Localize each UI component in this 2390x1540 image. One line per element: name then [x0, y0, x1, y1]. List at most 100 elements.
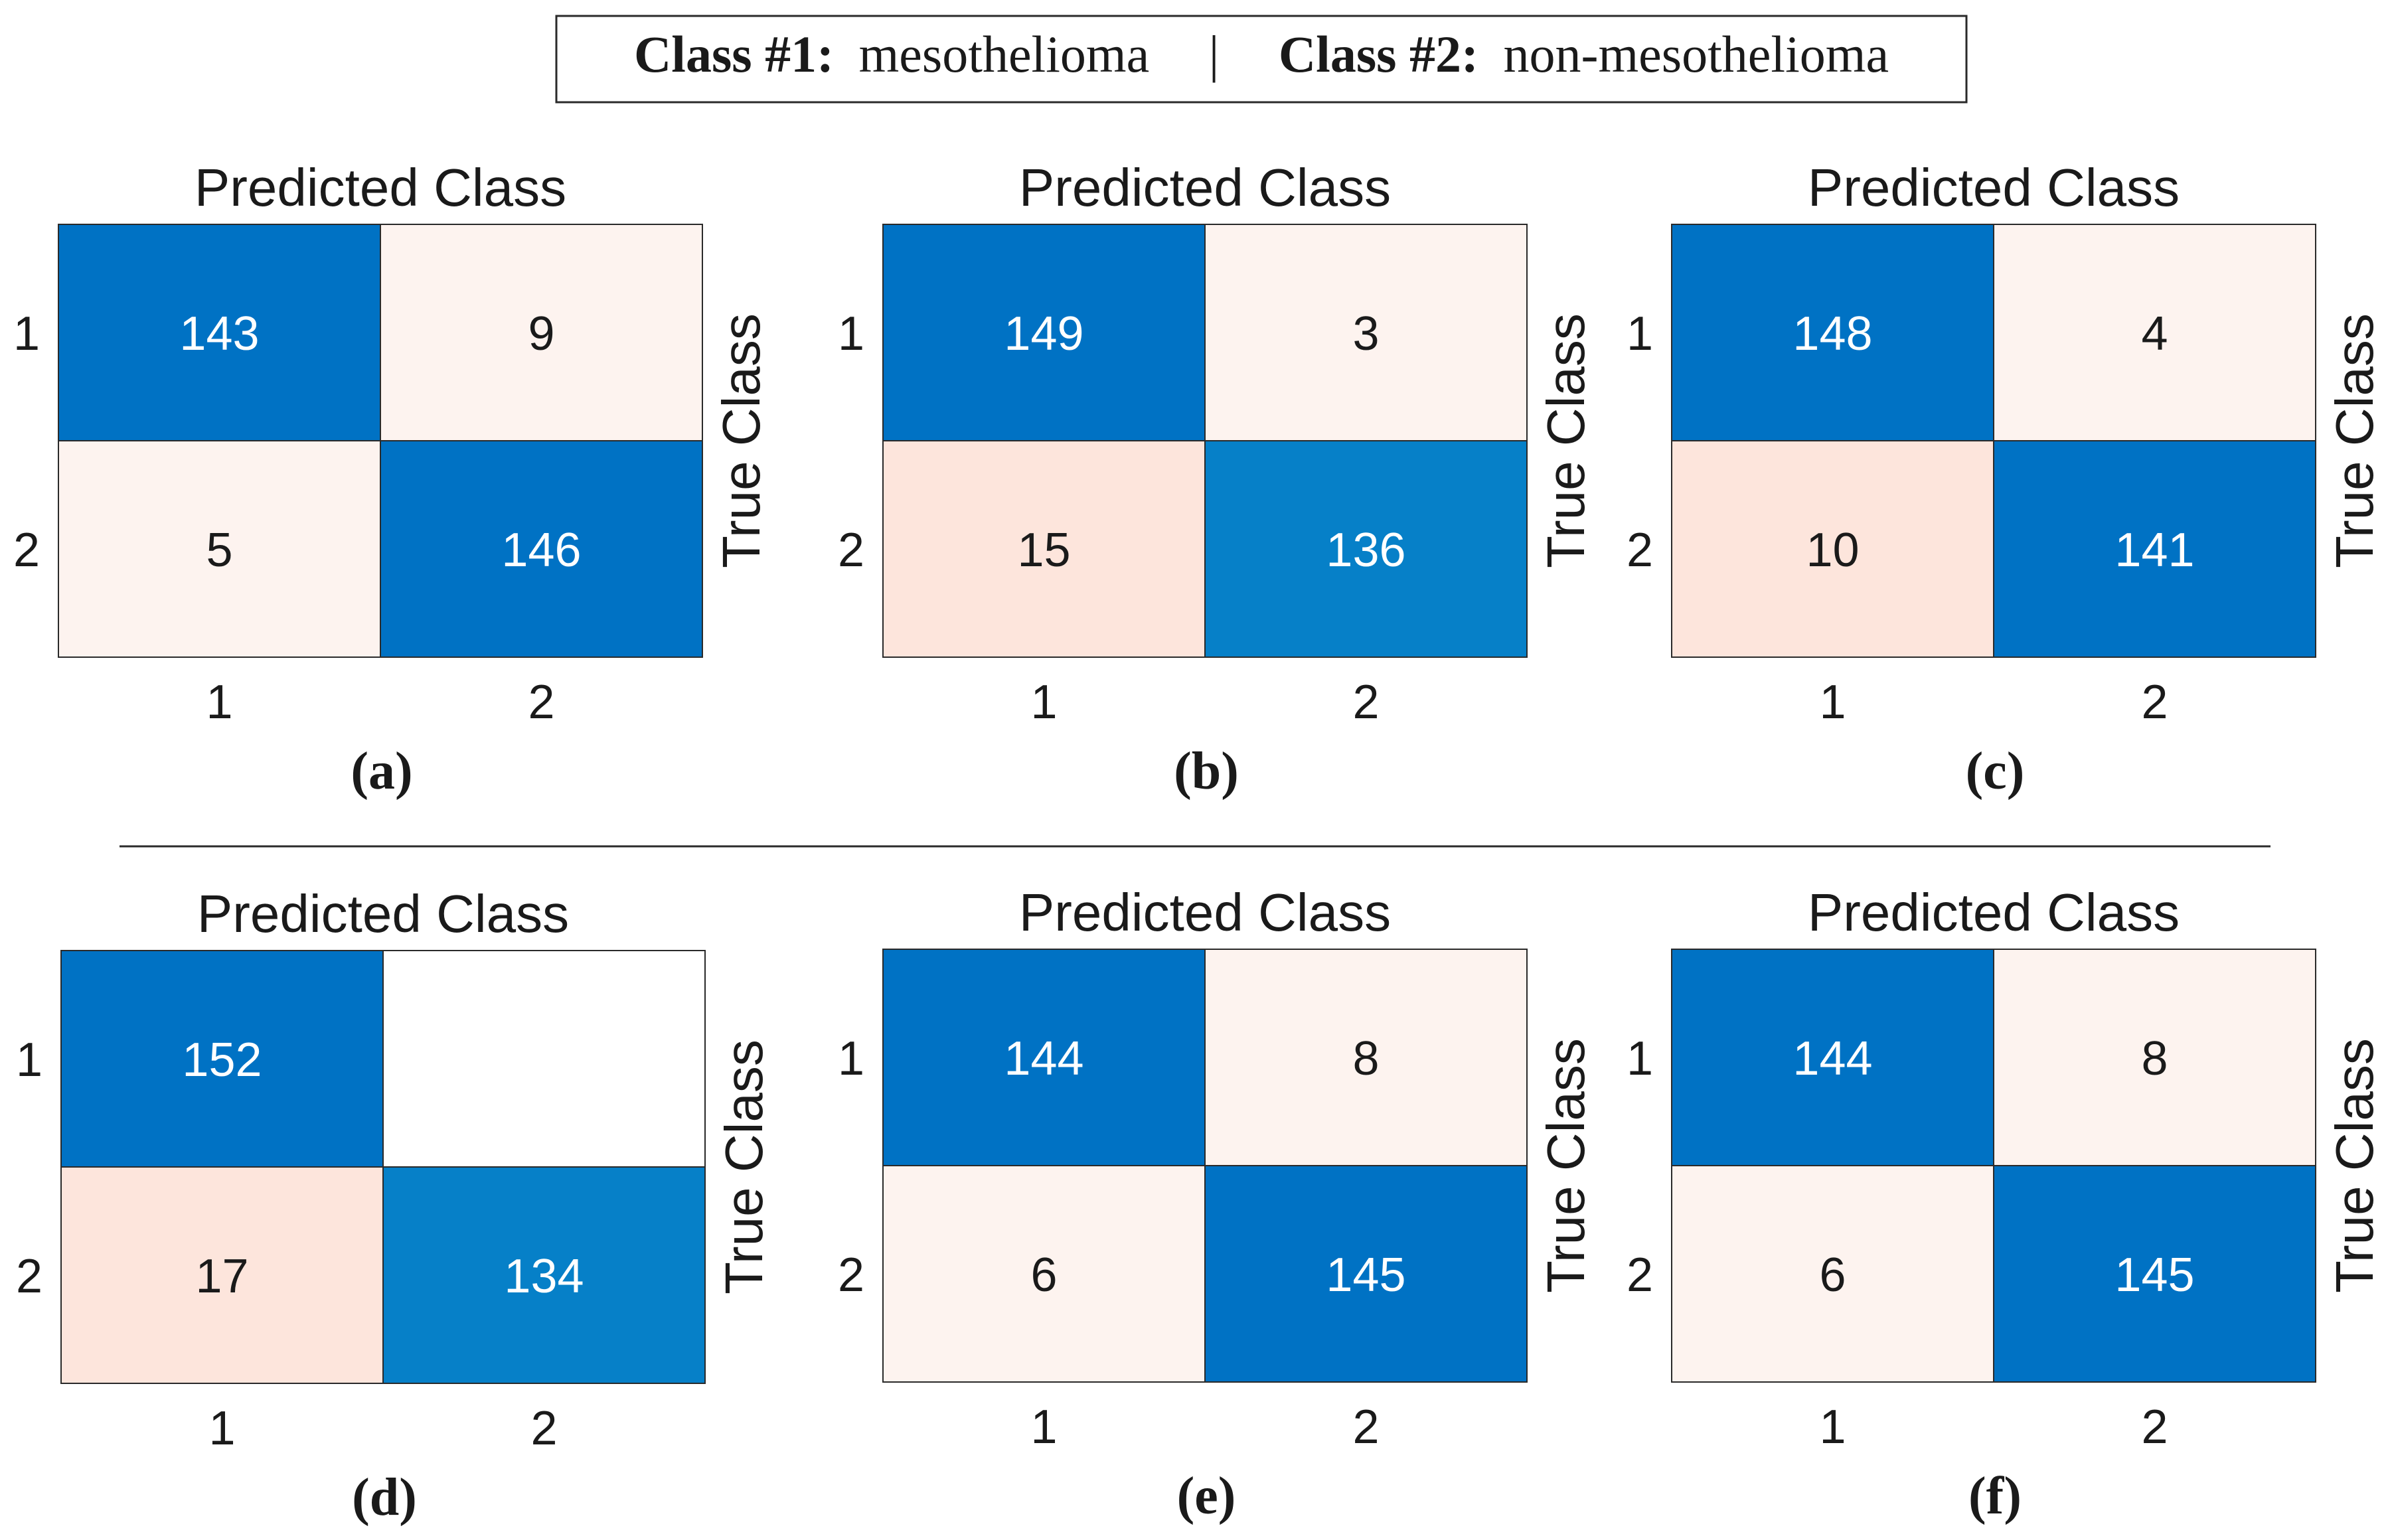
- matrix-cell-r1c1: [882, 949, 1206, 1166]
- matrix-cell-value: 10: [1806, 524, 1859, 577]
- matrix-cell-r2c2: [1993, 440, 2316, 658]
- matrix-cell-r1c2: [380, 224, 703, 441]
- matrix-cell-r1c1: [1671, 224, 1994, 441]
- matrix-cell-r2c1: [58, 440, 381, 658]
- matrix-cell-value: 136: [1326, 524, 1405, 577]
- matrix-cell-value: 9: [528, 307, 554, 360]
- legend-text: Class #1: mesothelioma | Class #2: non-m…: [634, 25, 1889, 83]
- panel-caption: (b): [1174, 742, 1239, 801]
- matrix-cell-r2c2: [1204, 1165, 1528, 1383]
- panel-caption: (a): [351, 742, 412, 801]
- panel-caption: (d): [352, 1468, 417, 1527]
- x-tick-label: 2: [2141, 1401, 2168, 1454]
- matrix-cell-value: 6: [1819, 1249, 1846, 1302]
- y-axis-label: True Class: [2325, 313, 2384, 568]
- legend-separator: |: [1209, 25, 1220, 83]
- y-tick-label: 1: [13, 307, 40, 360]
- matrix-cell-value: 8: [2141, 1032, 2168, 1085]
- matrix-cell-r1c1: [882, 224, 1206, 441]
- panel-caption: (e): [1177, 1467, 1236, 1525]
- matrix-cell-r2c1: [882, 1165, 1206, 1383]
- matrix-cell-r2c2: [1993, 1165, 2316, 1383]
- panel-caption: (c): [1966, 742, 2025, 801]
- matrix-cell-value: 146: [501, 524, 581, 577]
- matrix-cell-value: 145: [1326, 1249, 1405, 1302]
- matrix-cell-r2c1: [1671, 1165, 1994, 1383]
- y-tick-label: 1: [1627, 307, 1653, 360]
- y-axis-label: True Class: [2325, 1038, 2384, 1293]
- matrix-cell-value: 149: [1004, 307, 1083, 360]
- matrix-cell-r2c2: [1204, 440, 1528, 658]
- y-tick-label: 2: [1627, 1249, 1653, 1302]
- matrix-cell-r1c2: [382, 950, 706, 1168]
- matrix-cell-value: 5: [206, 524, 232, 577]
- y-tick-label: 1: [16, 1034, 42, 1087]
- panel-title: Predicted Class: [195, 158, 566, 217]
- matrix-cell-value: 6: [1030, 1249, 1057, 1302]
- x-tick-label: 1: [1819, 676, 1846, 729]
- y-tick-label: 1: [1627, 1032, 1653, 1085]
- y-tick-label: 2: [1627, 524, 1653, 577]
- y-tick-label: 2: [13, 524, 40, 577]
- confusion-matrix-panel-5: Predicted Class 144 8 6 145 1 2 1 2 True Class (e): [838, 883, 1595, 1525]
- panel-title: Predicted Class: [197, 884, 569, 943]
- confusion-matrix-panel-4: Predicted Class 152 17 134 1 2 1 2 True Class (d): [16, 884, 773, 1527]
- matrix-cell-value: 148: [1792, 307, 1872, 360]
- confusion-matrix-panel-6: Predicted Class 144 8 6 145 1 2 1 2 True Class (f): [1627, 883, 2384, 1525]
- x-tick-label: 1: [206, 676, 232, 729]
- confusion-matrix-panel-1: Predicted Class 143 9 5 146 1 2 1 2 True Class (a): [13, 158, 771, 801]
- matrix-cell-r1c2: [1993, 224, 2316, 441]
- x-tick-label: 2: [528, 676, 554, 729]
- matrix-cell-value: 4: [2141, 307, 2168, 360]
- legend-border: [555, 15, 1968, 104]
- y-tick-label: 1: [838, 1032, 864, 1085]
- x-tick-label: 1: [1030, 1401, 1057, 1454]
- legend-class2-name: non-mesothelioma: [1504, 25, 1889, 83]
- y-axis-label: True Class: [1536, 1038, 1595, 1293]
- matrix-cell-r2c2: [382, 1166, 706, 1384]
- y-tick-label: 2: [838, 524, 864, 577]
- panel-title: Predicted Class: [1808, 158, 2180, 217]
- matrix-cell-r1c1: [1671, 949, 1994, 1166]
- panel-title: Predicted Class: [1019, 158, 1391, 217]
- matrix-cell-value: 143: [179, 307, 259, 360]
- matrix-cell-r1c2: [1204, 949, 1528, 1166]
- matrix-cell-value: 8: [1352, 1032, 1379, 1085]
- panel-title: Predicted Class: [1808, 883, 2180, 942]
- y-tick-label: 2: [16, 1250, 42, 1303]
- matrix-cell-value: 15: [1017, 524, 1070, 577]
- matrix-cell-value: 17: [195, 1250, 248, 1303]
- legend-class1-name: mesothelioma: [859, 25, 1150, 83]
- x-tick-label: 1: [208, 1402, 235, 1455]
- y-axis-label: True Class: [712, 313, 771, 568]
- matrix-cell-value: 134: [504, 1250, 584, 1303]
- matrix-cell-value: 144: [1004, 1032, 1083, 1085]
- matrix-cell-value: 3: [1352, 307, 1379, 360]
- matrix-cell-value: 141: [2114, 524, 2194, 577]
- matrix-cell-r1c2: [1993, 949, 2316, 1166]
- x-tick-label: 2: [530, 1402, 557, 1455]
- confusion-matrix-panel-2: Predicted Class 149 3 15 136 1 2 1 2 True Class (b…: [838, 158, 1595, 801]
- y-tick-label: 1: [838, 307, 864, 360]
- matrix-cell-r2c2: [380, 440, 703, 658]
- matrix-cell-value: 144: [1792, 1032, 1872, 1085]
- matrix-cell-r2c1: [60, 1166, 384, 1384]
- matrix-cell-value: 145: [2114, 1249, 2194, 1302]
- matrix-cell-r2c1: [1671, 440, 1994, 658]
- matrix-cell-value: 152: [182, 1034, 262, 1087]
- matrix-cell-r2c1: [882, 440, 1206, 658]
- y-axis-label: True Class: [1536, 313, 1595, 568]
- y-tick-label: 2: [838, 1249, 864, 1302]
- class-legend: Class #1: mesothelioma | Class #2: non-m…: [555, 15, 1968, 104]
- panel-title: Predicted Class: [1019, 883, 1391, 942]
- confusion-matrix-panel-3: Predicted Class 148 4 10 141 1 2 1 2 True Class (c…: [1627, 158, 2384, 801]
- x-tick-label: 2: [1352, 1401, 1379, 1454]
- x-tick-label: 1: [1030, 676, 1057, 729]
- x-tick-label: 1: [1819, 1401, 1846, 1454]
- x-tick-label: 2: [1352, 676, 1379, 729]
- legend-class2-label: Class #2:: [1279, 25, 1478, 83]
- panel-caption: (f): [1968, 1467, 2022, 1525]
- y-axis-label: True Class: [714, 1040, 773, 1294]
